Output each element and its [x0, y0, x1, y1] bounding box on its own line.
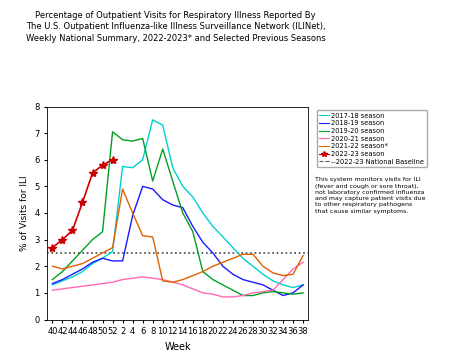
X-axis label: Week: Week: [164, 342, 191, 352]
Text: Percentage of Outpatient Visits for Respiratory Illness Reported By
The U.S. Out: Percentage of Outpatient Visits for Resp…: [26, 11, 325, 43]
Y-axis label: % of Visits for ILI: % of Visits for ILI: [20, 175, 29, 251]
Legend: 2017-18 season, 2018-19 season, 2019-20 season, 2020-21 season, 2021-22 season*,: 2017-18 season, 2018-19 season, 2019-20 …: [317, 110, 427, 167]
Text: This system monitors visits for ILI
(fever and cough or sore throat),
not labora: This system monitors visits for ILI (fev…: [315, 178, 426, 213]
